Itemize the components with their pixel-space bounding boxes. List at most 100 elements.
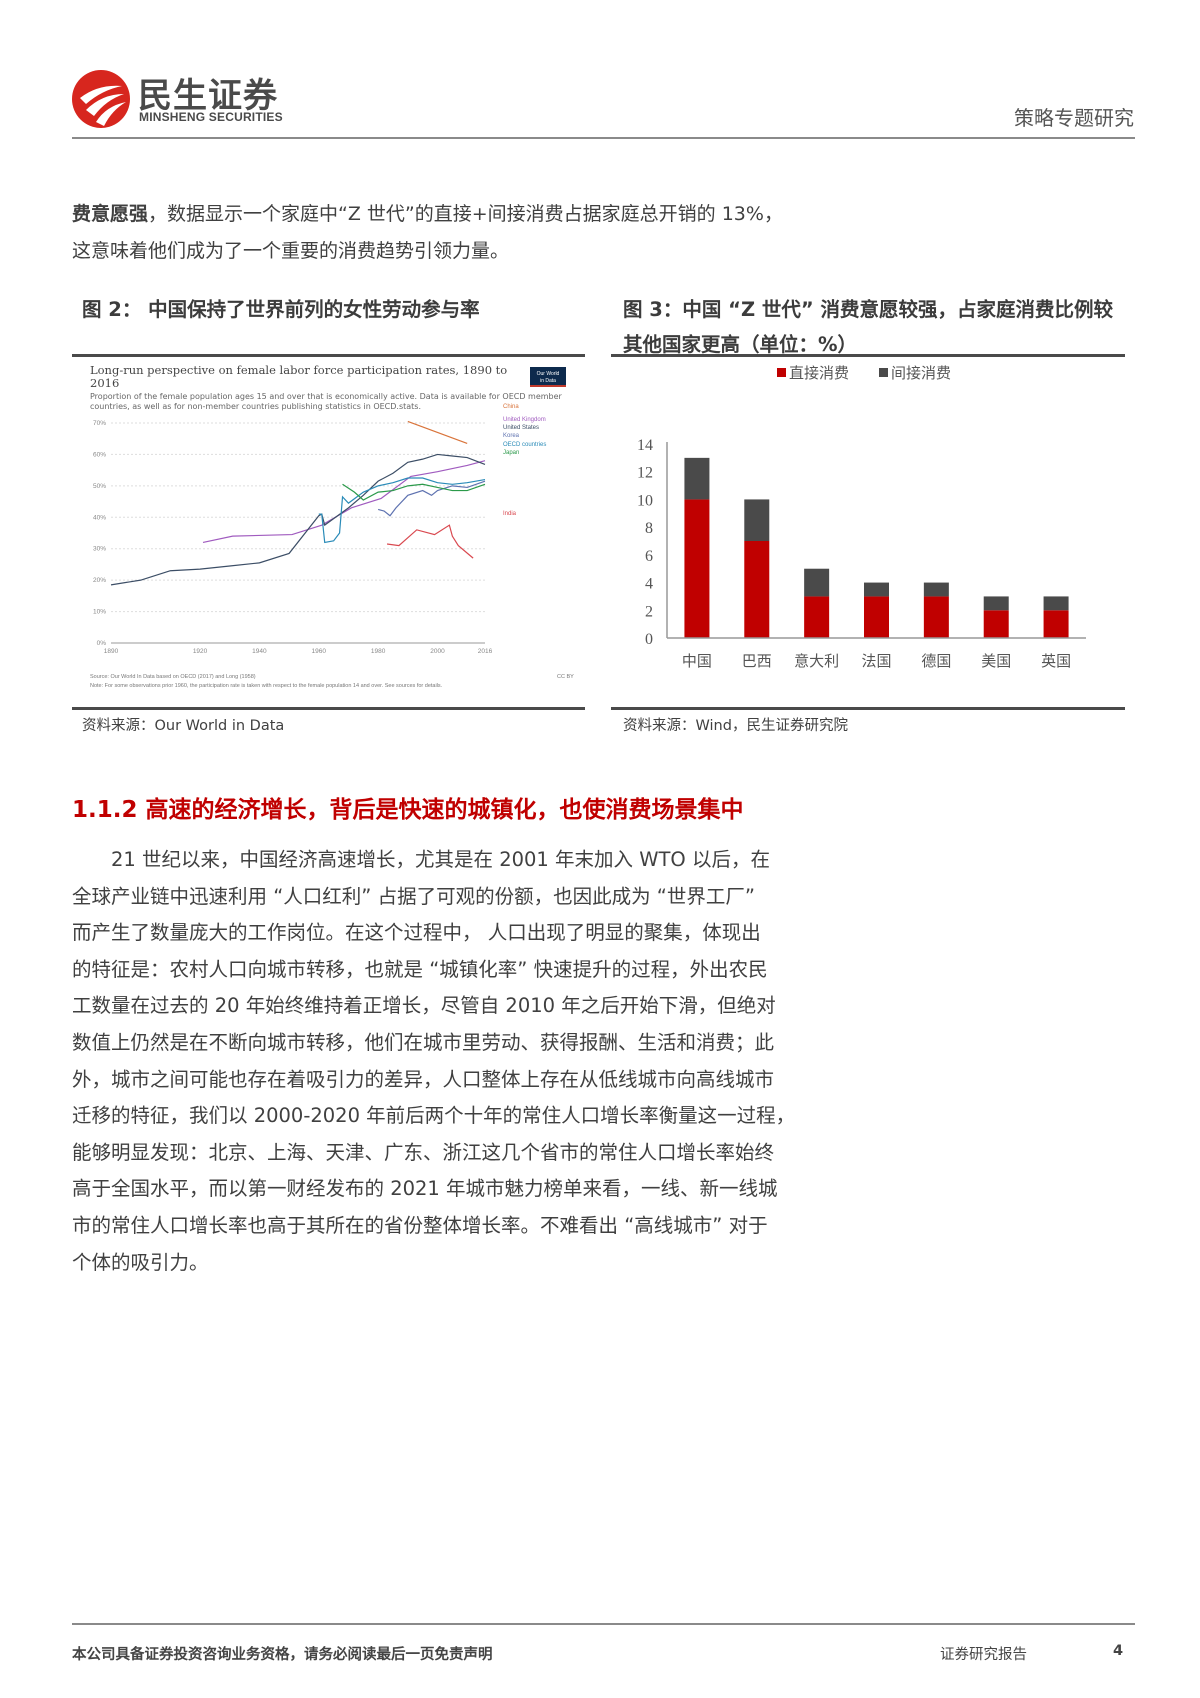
y-tick-label: 20% xyxy=(93,577,106,584)
bar-direct xyxy=(923,596,949,638)
figure3-source: 资料来源：Wind，民生证券研究院 xyxy=(623,718,848,734)
bar-indirect xyxy=(744,499,770,541)
bar-indirect xyxy=(864,582,889,597)
series-label: OECD countries xyxy=(503,442,546,448)
intro-line-1-text: ，数据显示一个家庭中“Z 世代”的直接+间接消费占据家庭总开销的 13%， xyxy=(148,203,783,225)
x-tick-label: 1940 xyxy=(252,648,267,655)
body-text-line: 工数量在过去的 20 年始终维持着正增长，尽管自 2010 年之后开始下滑，但绝… xyxy=(72,994,776,1018)
footer-label: 证券研究报告 xyxy=(940,1647,1027,1663)
x-category-label: 德国 xyxy=(921,652,951,670)
y-tick-label: 30% xyxy=(93,546,106,553)
figure2-caption: 图 2： 中国保持了世界前列的女性劳动参与率 xyxy=(82,298,480,321)
chart2-subtitle: Proportion of the female population ages… xyxy=(90,392,562,411)
body-text-line: 数值上仍然是在不断向城市转移，他们在城市里劳动、获得报酬、生活和消费；此 xyxy=(72,1031,775,1054)
y-tick-label: 50% xyxy=(93,483,106,490)
y-tick-label: 10% xyxy=(93,609,106,616)
intro-line-1: 费意愿强，数据显示一个家庭中“Z 世代”的直接+间接消费占据家庭总开销的 13%… xyxy=(72,199,783,226)
series-label: United States xyxy=(503,425,539,431)
chart2-license: CC BY xyxy=(557,674,574,680)
body-text-line: 迁移的特征，我们以 2000-2020 年前后两个十年的常住人口增长率衡量这一过… xyxy=(72,1104,796,1128)
page-number: 4 xyxy=(1113,1643,1124,1659)
footer-divider xyxy=(72,1623,1135,1625)
figure3-bottom-rule xyxy=(611,707,1125,710)
bar-indirect xyxy=(1043,596,1069,611)
body-text-line: 高于全国水平，而以第一财经发布的 2021 年城市魅力榜单来看，一线、新一线城 xyxy=(72,1177,778,1201)
figure3-caption-line2: 其他国家更高（单位：%） xyxy=(623,333,858,356)
series-line-united-kingdom xyxy=(202,460,486,544)
bar-direct xyxy=(864,596,889,638)
header-divider xyxy=(72,137,1135,139)
y-tick-label: 6 xyxy=(645,548,653,565)
bar-indirect xyxy=(923,582,949,597)
figure3-caption-line1: 图 3：中国 “Z 世代” 消费意愿较强，占家庭消费比例较 xyxy=(623,298,1113,321)
bar-direct xyxy=(744,541,770,638)
y-tick-label: 2 xyxy=(645,603,653,620)
body-text-line: 能够明显发现：北京、上海、天津、广东、浙江这几个省市的常住人口增长率始终 xyxy=(72,1140,775,1164)
x-category-label: 中国 xyxy=(682,652,712,670)
series-label: India xyxy=(503,511,517,517)
y-tick-label: 10 xyxy=(637,492,653,509)
owid-logo-text-2: in Data xyxy=(540,378,556,384)
gen-z-consumption-bar-chart: 直接消费 间接消费 0 2 4 6 8 10 12 14 中国 巴西 意大利 法国 德国 美国 英国 xyxy=(637,364,1086,670)
report-type: 策略专题研究 xyxy=(1014,106,1134,130)
legend-label: 直接消费 xyxy=(789,364,849,382)
chart2-source-note: Source: Our World In Data based on OECD … xyxy=(90,674,256,680)
body-text-line: 外，城市之间可能也存在着吸引力的差异，人口整体上存在从低线城市向高线城市 xyxy=(72,1067,775,1091)
series-line-united-states xyxy=(110,453,486,586)
legend-swatch xyxy=(777,368,786,377)
x-tick-label: 2016 xyxy=(478,648,493,655)
x-tick-label: 1960 xyxy=(312,648,327,655)
y-tick-label: 12 xyxy=(637,465,653,482)
series-line-oecd-countries xyxy=(318,477,486,544)
series-line-china xyxy=(407,420,468,444)
intro-bold-lead: 费意愿强 xyxy=(72,203,149,225)
owid-logo-text: Our World xyxy=(537,371,560,377)
legend-swatch xyxy=(879,368,888,377)
female-lfp-line-chart: Our World in Data 0% 10% 20% 30% 40% 50% 60% 70… xyxy=(90,367,574,689)
bar-direct xyxy=(804,596,830,638)
bar-indirect xyxy=(684,457,710,500)
x-category-label: 美国 xyxy=(981,652,1011,670)
x-tick-label: 1890 xyxy=(104,648,119,655)
x-category-label: 法国 xyxy=(861,652,891,670)
body-text-line: 而产生了数量庞大的工作岗位。在这个过程中， 人口出现了明显的聚集，体现出 xyxy=(72,921,761,945)
bar-direct xyxy=(684,499,710,638)
y-tick-label: 14 xyxy=(637,437,653,454)
footer-disclaimer: 本公司具备证券投资咨询业务资格，请务必阅读最后一页免责声明 xyxy=(72,1647,493,1663)
x-tick-label: 1980 xyxy=(371,648,386,655)
chart2-title: Long-run perspective on female labor for… xyxy=(90,363,508,390)
figure2-source: 资料来源：Our World in Data xyxy=(82,718,285,734)
y-tick-label: 40% xyxy=(93,514,106,521)
series-line-korea xyxy=(377,480,486,517)
owid-logo-icon xyxy=(530,367,566,387)
x-tick-label: 2000 xyxy=(430,648,445,655)
series-label: Korea xyxy=(503,433,520,439)
owid-logo-underline xyxy=(530,385,566,387)
y-tick-label: 4 xyxy=(645,576,653,593)
series-label: China xyxy=(503,404,519,410)
body-text-line: 的特征是：农村人口向城市转移，也就是 “城镇化率” 快速提升的过程，外出农民 xyxy=(72,957,768,981)
series-line-india xyxy=(386,524,474,559)
legend-label: 间接消费 xyxy=(891,364,951,382)
body-text-line: 21 世纪以来，中国经济高速增长，尤其是在 2001 年末加入 WTO 以后，在 xyxy=(72,848,770,871)
series-line-japan xyxy=(342,483,486,501)
figure3-top-rule xyxy=(611,354,1125,357)
bar-direct xyxy=(983,610,1009,638)
x-tick-label: 1920 xyxy=(193,648,208,655)
x-category-label: 意大利 xyxy=(794,652,839,670)
series-label: United Kingdom xyxy=(503,417,546,423)
body-text-line: 个体的吸引力。 xyxy=(72,1250,209,1274)
y-tick-label: 70% xyxy=(93,420,106,427)
y-tick-label: 0% xyxy=(97,640,107,647)
y-tick-label: 0 xyxy=(645,631,653,648)
bar-indirect xyxy=(983,596,1009,611)
logo-english-name: MINSHENG SECURITIES xyxy=(139,110,283,124)
intro-line-2: 这意味着他们成为了一个重要的消费趋势引领力量。 xyxy=(72,240,510,262)
body-text-line: 市的常住人口增长率也高于其所在的省份整体增长率。不难看出 “高线城市” 对于 xyxy=(72,1214,768,1237)
bar-direct xyxy=(1043,610,1069,638)
x-category-label: 巴西 xyxy=(742,652,772,670)
figure2-bottom-rule xyxy=(72,707,585,710)
bar-indirect xyxy=(804,568,830,597)
section-heading: 1.1.2 高速的经济增长，背后是快速的城镇化，也使消费场景集中 xyxy=(72,797,744,823)
chart2-footnote: Note: For some observations prior 1960, … xyxy=(90,683,443,689)
